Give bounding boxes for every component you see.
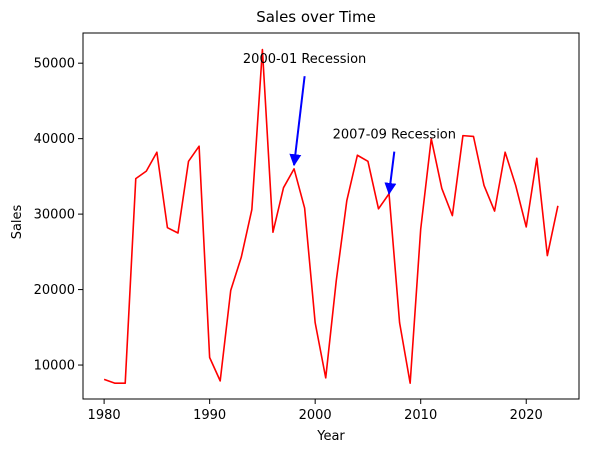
x-tick-label: 1990 bbox=[193, 408, 226, 423]
x-tick-label: 2020 bbox=[510, 408, 543, 423]
y-axis-label: Sales bbox=[10, 204, 25, 239]
x-tick-label: 2010 bbox=[404, 408, 437, 423]
y-tick-label: 40000 bbox=[34, 132, 75, 147]
y-tick-label: 50000 bbox=[34, 57, 75, 72]
x-tick-label: 2000 bbox=[299, 408, 332, 423]
axes-frame bbox=[82, 32, 580, 400]
annotation-arrow bbox=[384, 151, 397, 195]
x-tick-label: 1980 bbox=[88, 408, 121, 423]
annotation-label: 2007-09 Recession bbox=[333, 128, 456, 143]
annotation-label: 2000-01 Recession bbox=[243, 52, 366, 67]
plot-area bbox=[103, 48, 559, 384]
sales-line bbox=[103, 48, 559, 384]
y-tick-label: 20000 bbox=[34, 283, 75, 298]
y-tick-label: 10000 bbox=[34, 359, 75, 374]
annotation-arrow bbox=[289, 76, 306, 167]
chart-title: Sales over Time bbox=[256, 8, 376, 26]
y-tick-label: 30000 bbox=[34, 208, 75, 223]
x-axis-label: Year bbox=[316, 429, 345, 444]
